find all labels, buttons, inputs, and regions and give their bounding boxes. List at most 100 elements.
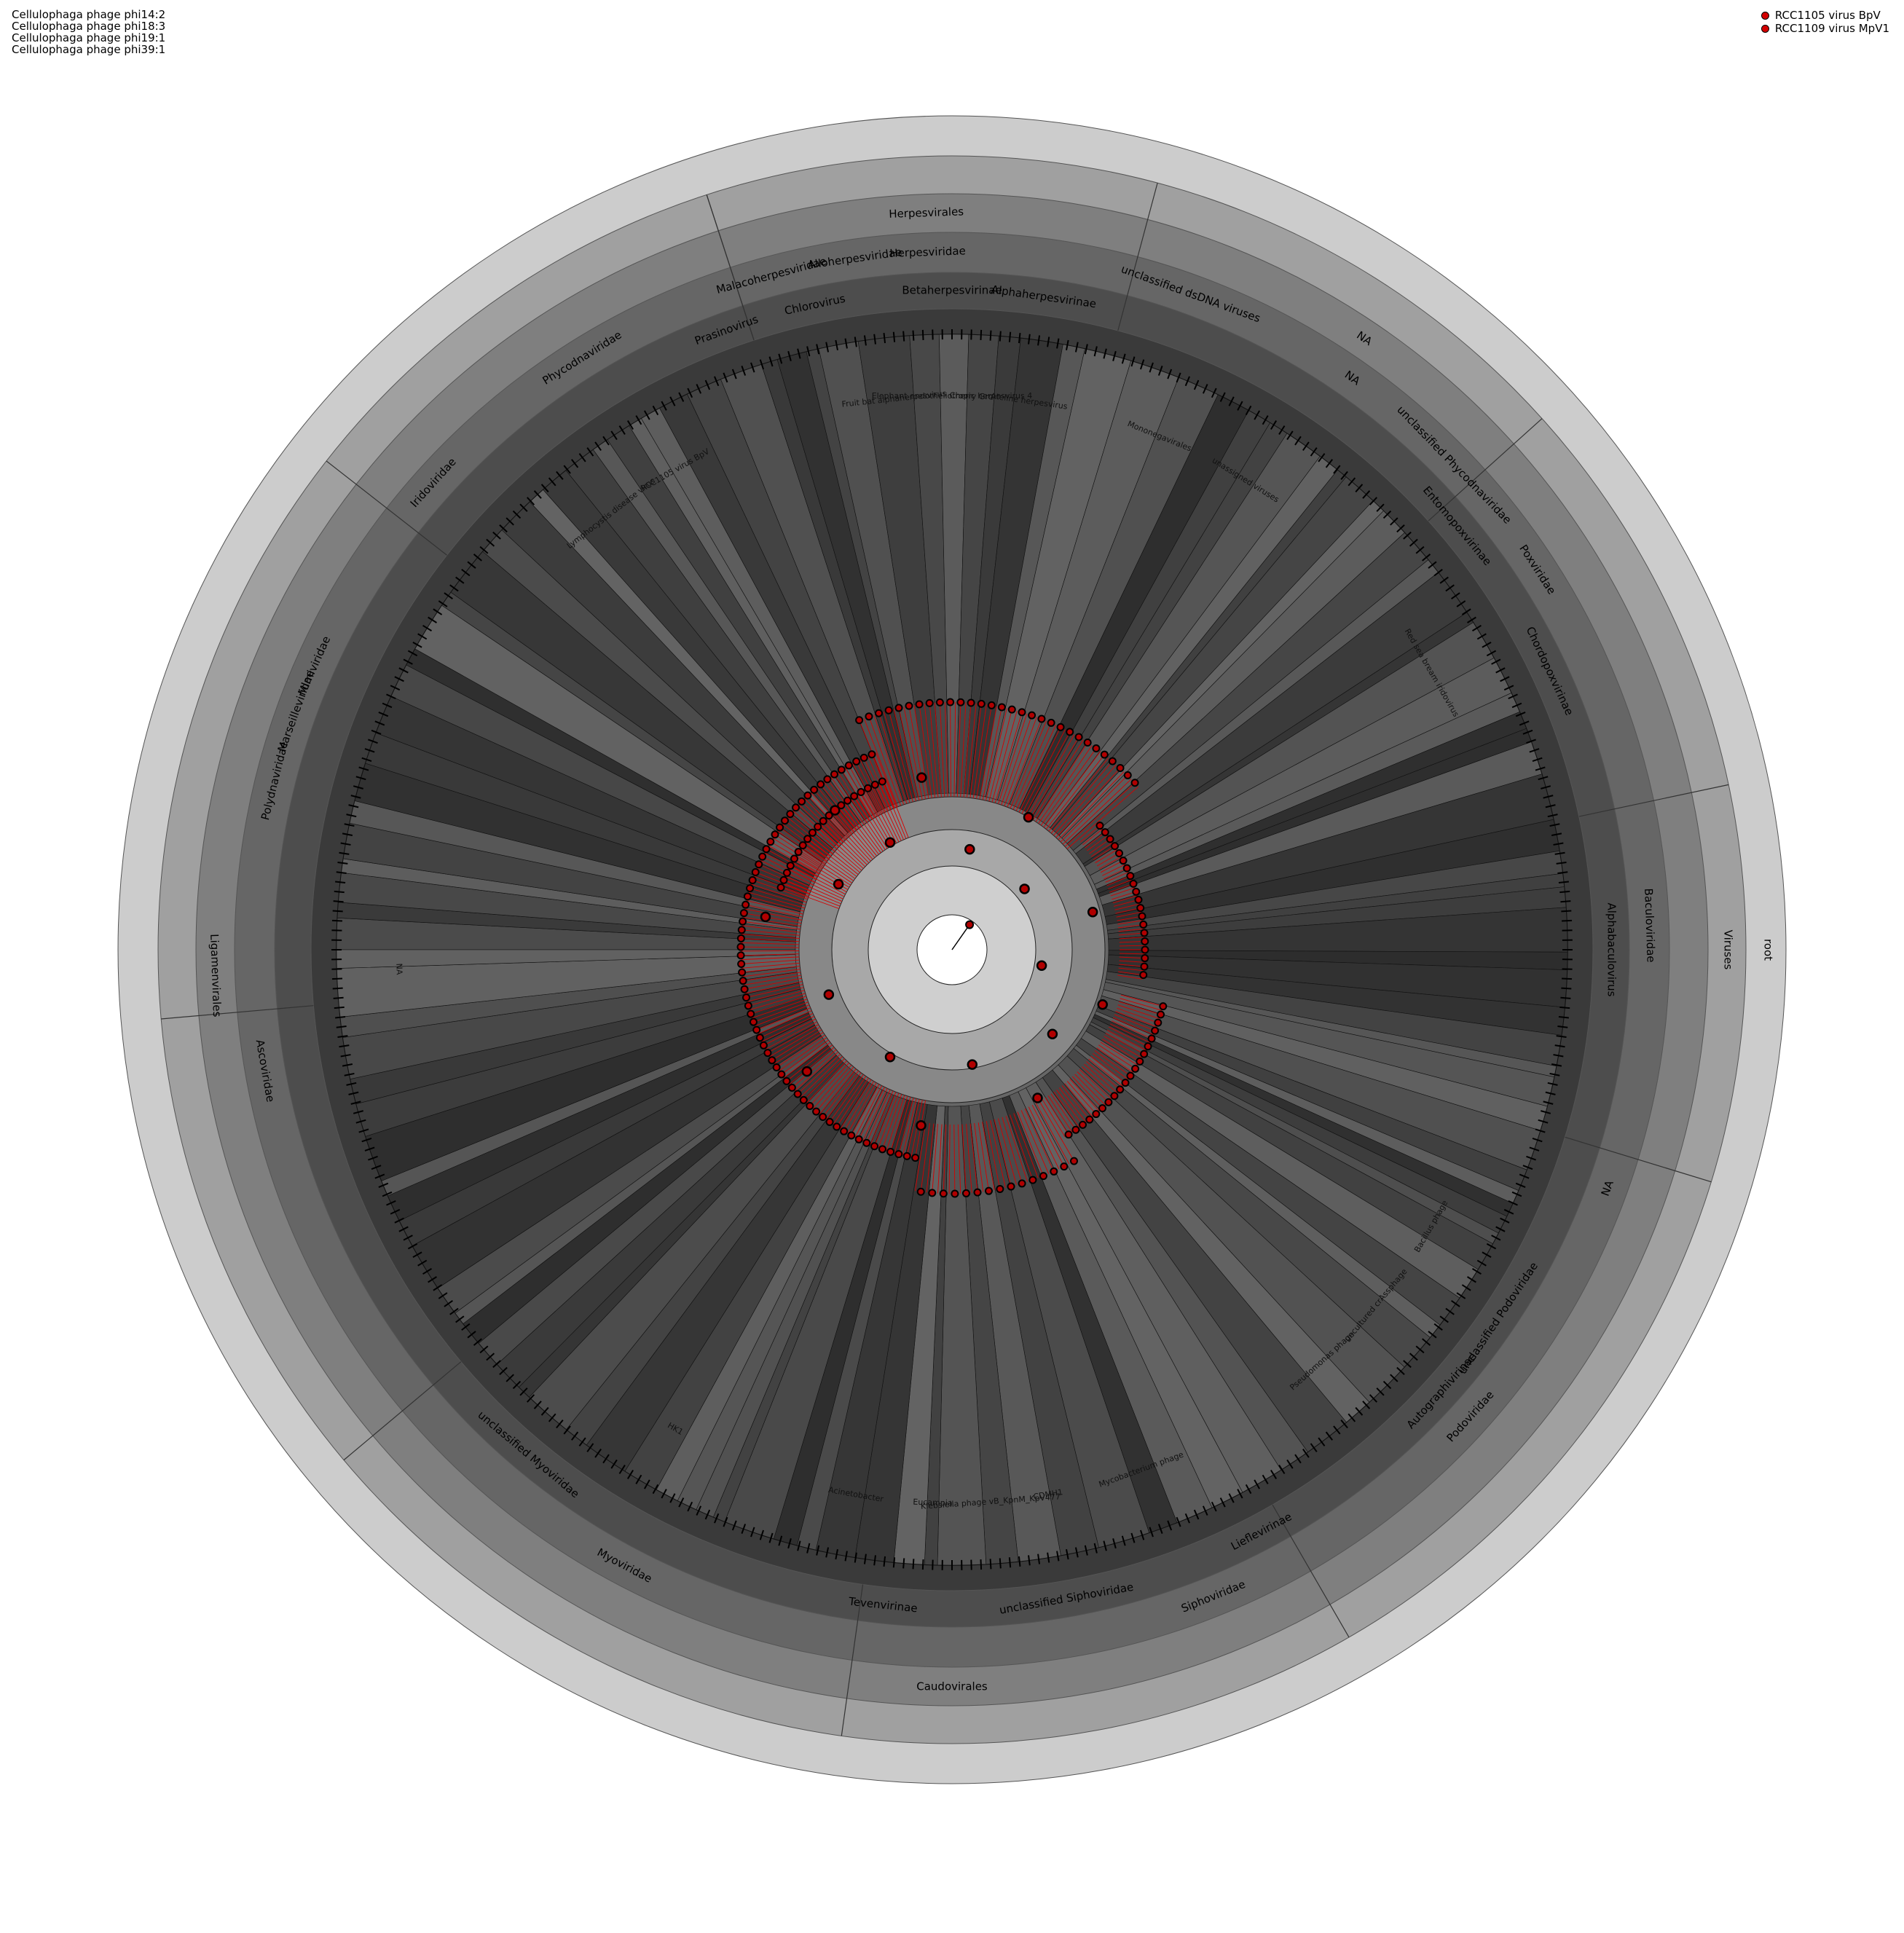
leaf-tick xyxy=(382,1191,393,1197)
internal-node xyxy=(967,1059,978,1070)
leaf-tick xyxy=(1037,1554,1041,1564)
leaf-tick xyxy=(1333,1425,1341,1435)
leaf-tick xyxy=(1140,1530,1145,1540)
tree-edge xyxy=(748,990,805,1007)
tree-edge xyxy=(840,1079,872,1130)
leaf-tick xyxy=(1157,1524,1163,1534)
leaf-tick xyxy=(340,842,351,846)
tree-edge xyxy=(748,891,806,909)
leaf-tick xyxy=(386,693,396,700)
leaf-tick xyxy=(1515,712,1526,717)
tree-edge xyxy=(1012,723,1052,810)
tree-node xyxy=(744,1001,752,1010)
leaf-tick xyxy=(759,359,764,370)
tree-edge xyxy=(812,1064,852,1109)
leaf-tick xyxy=(499,524,508,533)
tree-edge xyxy=(1058,771,1125,840)
tree-node xyxy=(862,1138,871,1147)
leaf-tick xyxy=(346,814,357,818)
leaf-tick xyxy=(1560,900,1571,903)
inner-taxon-label: Eucampia xyxy=(913,1497,953,1508)
leaf-tick xyxy=(1278,1465,1286,1474)
tree-node xyxy=(1126,872,1135,881)
tree-node xyxy=(1141,954,1149,963)
leaf-tick xyxy=(1562,977,1573,980)
leaf-tick xyxy=(479,546,489,554)
tree-edge xyxy=(1090,1055,1126,1083)
tree-edge xyxy=(745,980,803,994)
tree-edge xyxy=(1112,895,1138,904)
tree-edge xyxy=(747,896,804,912)
tree-edge xyxy=(1120,994,1163,1007)
tree-node xyxy=(1106,835,1114,843)
tree-node xyxy=(1134,895,1143,904)
leaf-tick xyxy=(1456,1292,1466,1299)
tree-node xyxy=(736,951,745,960)
tree-node xyxy=(1104,1098,1113,1106)
leaf-tick xyxy=(1340,1420,1348,1429)
tree-node xyxy=(1119,857,1128,865)
tree-node xyxy=(766,838,775,846)
tree-node xyxy=(837,801,846,810)
tree-edge xyxy=(1093,846,1115,860)
leaf-tick xyxy=(873,1555,876,1566)
tree-node xyxy=(1132,887,1141,896)
leaf-tick xyxy=(787,350,792,361)
tree-edge xyxy=(977,1122,989,1192)
tree-edge xyxy=(1071,1076,1103,1109)
tree-node xyxy=(806,1101,814,1110)
leaf-tick xyxy=(344,1072,355,1076)
leaf-tick xyxy=(1535,766,1546,771)
leaf-tick xyxy=(461,569,471,577)
tree-edge xyxy=(784,1042,831,1079)
leaf-tick xyxy=(669,1493,676,1503)
tree-edge xyxy=(874,1092,897,1146)
tree-edge xyxy=(1050,1093,1077,1130)
tree-edge xyxy=(860,792,892,846)
leaf-tick xyxy=(1495,667,1506,674)
leaf-tick xyxy=(652,1484,659,1495)
leaf-tick xyxy=(1376,503,1385,512)
tree-edge xyxy=(1119,937,1145,940)
leaf-tick xyxy=(921,329,924,340)
tree-edge xyxy=(1027,734,1075,817)
leaf-tick xyxy=(723,372,728,383)
leaf-tick xyxy=(714,376,720,387)
tree-edge xyxy=(847,800,884,852)
tree-edge xyxy=(816,1066,854,1112)
leaf-tick xyxy=(1445,584,1455,592)
leaf-tick xyxy=(334,890,345,894)
leaf-tick xyxy=(626,1469,634,1479)
leaf-tick xyxy=(1445,1307,1455,1315)
tree-edge xyxy=(1053,1091,1080,1128)
leaf-tick xyxy=(1369,497,1377,505)
sector-boundary xyxy=(161,1005,314,1020)
tree-edge xyxy=(986,1121,1001,1189)
leaf-tick xyxy=(1084,1545,1088,1556)
tree-node xyxy=(776,883,785,891)
leaf-tick xyxy=(1403,531,1412,540)
tree-edge xyxy=(854,1085,883,1138)
tree-edge xyxy=(868,716,901,806)
tree-node xyxy=(794,848,803,857)
tree-node xyxy=(781,816,790,825)
leaf-tick xyxy=(806,346,811,357)
tree-node xyxy=(843,796,852,805)
tree-edge xyxy=(878,713,908,804)
tree-edge xyxy=(1092,1052,1128,1080)
leaf-tick xyxy=(368,1155,378,1161)
tree-edge xyxy=(1035,1103,1070,1165)
tree-edge xyxy=(1085,832,1106,849)
leaf-tick xyxy=(486,1353,495,1361)
tree-edge xyxy=(760,1013,814,1039)
top-left-label: Cellulophaga phage phi39:1 xyxy=(12,43,166,56)
tree-edge xyxy=(1104,1036,1143,1058)
tree-edge xyxy=(838,807,878,857)
order-label: Caudovirales xyxy=(916,1680,988,1693)
leaf-tick xyxy=(361,1138,372,1143)
leaf-tick xyxy=(806,1543,811,1554)
tree-edge xyxy=(1090,842,1113,857)
leaf-tick xyxy=(1503,685,1514,691)
tree-edge xyxy=(741,946,800,948)
